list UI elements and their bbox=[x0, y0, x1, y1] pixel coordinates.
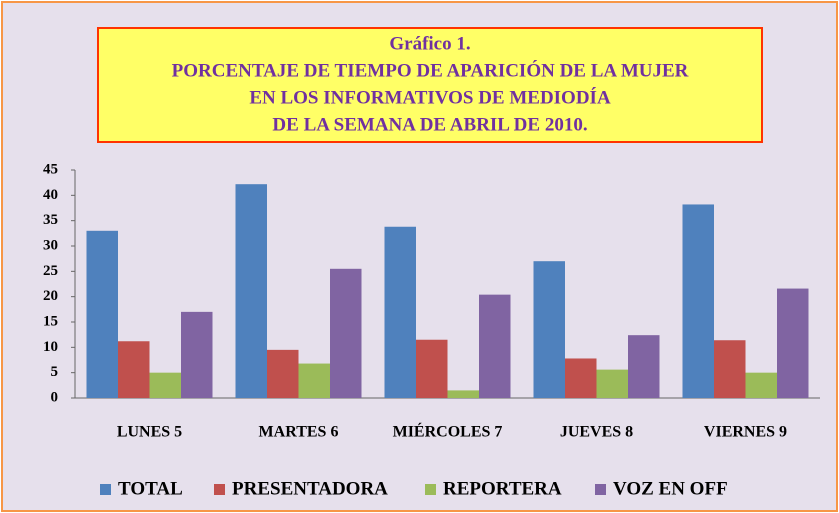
bar bbox=[149, 372, 181, 398]
y-tick-label: 45 bbox=[43, 161, 58, 177]
y-tick-label: 40 bbox=[43, 187, 58, 203]
legend-label: VOZ EN OFF bbox=[613, 478, 728, 499]
x-tick-label: MARTES 6 bbox=[259, 424, 339, 441]
x-tick-label: VIERNES 9 bbox=[704, 424, 787, 441]
y-tick-label: 25 bbox=[43, 263, 58, 279]
bar bbox=[714, 340, 746, 398]
bar bbox=[267, 349, 299, 398]
legend-swatch bbox=[100, 484, 111, 495]
bar bbox=[745, 372, 777, 398]
chart-title: PORCENTAJE DE TIEMPO DE APARICIÓN DE LA … bbox=[172, 59, 689, 81]
x-tick-label: MIÉRCOLES 7 bbox=[393, 422, 503, 441]
bar bbox=[596, 369, 628, 398]
legend-label: PRESENTADORA bbox=[232, 478, 388, 499]
y-tick-label: 35 bbox=[43, 212, 58, 228]
bar bbox=[235, 184, 267, 398]
y-tick-label: 15 bbox=[43, 313, 58, 329]
bar bbox=[447, 390, 479, 398]
legend-swatch bbox=[595, 484, 606, 495]
bar bbox=[298, 363, 330, 398]
legend-label: REPORTERA bbox=[443, 478, 562, 499]
y-tick-label: 10 bbox=[43, 339, 58, 355]
chart-title: Gráfico 1. bbox=[389, 33, 470, 54]
bar bbox=[330, 268, 362, 398]
bar bbox=[777, 288, 809, 398]
bar bbox=[181, 311, 213, 398]
legend-label: TOTAL bbox=[118, 478, 183, 499]
legend-swatch bbox=[214, 484, 225, 495]
x-tick-label: JUEVES 8 bbox=[560, 424, 633, 441]
bar bbox=[86, 230, 118, 398]
y-tick-label: 5 bbox=[51, 364, 59, 380]
title-box bbox=[97, 27, 763, 143]
y-tick-label: 30 bbox=[43, 237, 58, 253]
bar bbox=[118, 341, 150, 398]
bar bbox=[682, 204, 714, 398]
chart-title: EN LOS INFORMATIVOS DE MEDIODÍA bbox=[249, 86, 611, 108]
bar bbox=[479, 294, 511, 398]
chart-title: DE LA SEMANA DE ABRIL DE 2010. bbox=[272, 114, 587, 135]
legend-swatch bbox=[425, 484, 436, 495]
y-tick-label: 20 bbox=[43, 288, 58, 304]
bar bbox=[533, 261, 565, 398]
bar bbox=[384, 226, 416, 398]
bar bbox=[416, 339, 448, 398]
bar bbox=[565, 358, 597, 398]
bar bbox=[628, 335, 660, 398]
x-tick-label: LUNES 5 bbox=[117, 424, 182, 441]
y-tick-label: 0 bbox=[51, 389, 59, 405]
